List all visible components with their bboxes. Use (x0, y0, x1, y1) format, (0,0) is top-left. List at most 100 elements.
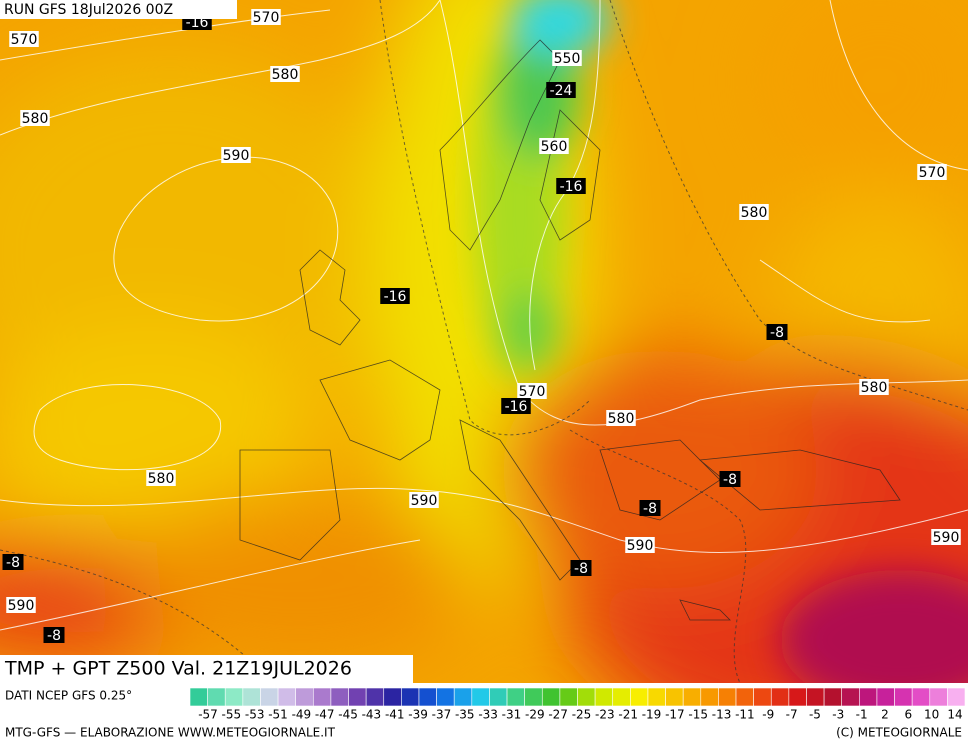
scale-label: -19 (642, 708, 662, 722)
scale-label: -15 (688, 708, 708, 722)
label-box (6, 597, 36, 613)
label-box (552, 50, 582, 66)
scale-label: -49 (292, 708, 312, 722)
color-swatch (700, 687, 719, 707)
scale-label: 14 (947, 708, 962, 722)
label-box (270, 66, 300, 82)
color-swatch (295, 687, 314, 707)
contour-label: -8 (6, 555, 20, 571)
color-swatch (189, 687, 208, 707)
color-swatch (224, 687, 244, 707)
scale-label: -37 (432, 708, 452, 722)
contour-label: 550 (554, 51, 581, 67)
label-box (739, 204, 769, 220)
contour-label: -16 (505, 399, 528, 415)
color-swatch (418, 687, 437, 707)
scale-label: 2 (881, 708, 889, 722)
contour-label: -8 (47, 628, 61, 644)
contour-label: 570 (919, 165, 946, 181)
color-swatch (947, 687, 966, 707)
map-caption: TMP + GPT Z500 Val. 21Z19JUL2026 (4, 658, 352, 680)
scale-label: -53 (245, 708, 265, 722)
color-swatch (841, 687, 860, 707)
color-swatch (559, 687, 578, 707)
color-swatch (665, 687, 684, 707)
scale-label: -1 (856, 708, 868, 722)
color-swatch (541, 687, 561, 707)
contour-labels: -16 570570580550-24580590560-16570580-16-… (2, 9, 961, 644)
contour-label: -16 (384, 289, 407, 305)
credit-left: MTG-GFS — ELABORAZIONE WWW.METEOGIORNALE… (5, 726, 336, 740)
contour-label: -8 (643, 501, 657, 517)
contour-label: 580 (272, 67, 299, 83)
caption-box (0, 655, 413, 683)
scale-label: -33 (478, 708, 498, 722)
label-box (146, 470, 176, 486)
run-title: RUN GFS 18Jul2026 00Z (4, 2, 173, 18)
color-swatch (577, 687, 596, 707)
scale-label: -9 (762, 708, 774, 722)
color-swatch (471, 687, 490, 707)
label-box (9, 31, 39, 47)
contour-label: -24 (550, 83, 573, 99)
color-swatch (823, 687, 843, 707)
label-box (20, 110, 50, 126)
contour-label: -8 (574, 561, 588, 577)
contour-label: 570 (253, 10, 280, 26)
color-scale-labels: -57 -55 -53 -51 -49 -47 -45 -43 -41 -39 -37 -35 -33-… (198, 708, 962, 722)
scale-label: -35 (455, 708, 475, 722)
scale-label: -27 (548, 708, 568, 722)
color-swatch (436, 687, 455, 707)
contour-label: 580 (148, 471, 175, 487)
color-swatch (312, 687, 332, 707)
color-swatch (859, 687, 878, 707)
scale-label: -23 (595, 708, 615, 722)
color-swatch (330, 687, 349, 707)
color-swatch (876, 687, 895, 707)
color-swatch (207, 687, 226, 707)
color-swatch (489, 687, 508, 707)
contour-label: 590 (627, 538, 654, 554)
scale-label: -17 (665, 708, 685, 722)
scale-label: -47 (315, 708, 335, 722)
scale-label: -21 (618, 708, 638, 722)
scale-label: -29 (525, 708, 545, 722)
label-box (917, 164, 947, 180)
contour-label: -16 (560, 179, 583, 195)
contour-label: 590 (933, 530, 960, 546)
label-box-dark (639, 500, 661, 516)
label-box-dark (43, 627, 65, 643)
label-box (625, 537, 655, 553)
color-swatch (242, 687, 261, 707)
color-swatch (612, 687, 631, 707)
color-swatch (365, 687, 385, 707)
color-swatch (647, 687, 666, 707)
label-box-dark (766, 324, 788, 340)
color-swatch (524, 687, 543, 707)
legend-source: DATI NCEP GFS 0.25° (5, 689, 132, 703)
contour-label: 590 (8, 598, 35, 614)
color-swatch (911, 687, 931, 707)
scale-label: -3 (832, 708, 844, 722)
contour-label: 560 (541, 139, 568, 155)
label-box-dark (570, 560, 592, 576)
color-swatch (630, 687, 649, 707)
color-swatch (348, 687, 367, 707)
scale-label: -43 (362, 708, 382, 722)
scale-label: 6 (904, 708, 912, 722)
label-box (539, 138, 569, 154)
color-swatch (770, 687, 790, 707)
scale-label: -25 (572, 708, 592, 722)
contour-label: 580 (608, 411, 635, 427)
color-swatch (594, 687, 614, 707)
label-box (221, 147, 251, 163)
color-scale (189, 687, 966, 707)
color-swatch (788, 687, 807, 707)
label-box-dark (546, 82, 576, 98)
contour-label: 570 (519, 384, 546, 400)
color-swatch (735, 687, 754, 707)
color-swatch (718, 687, 737, 707)
contour-label: 570 (11, 32, 38, 48)
color-swatch (260, 687, 279, 707)
label-box (251, 9, 281, 25)
